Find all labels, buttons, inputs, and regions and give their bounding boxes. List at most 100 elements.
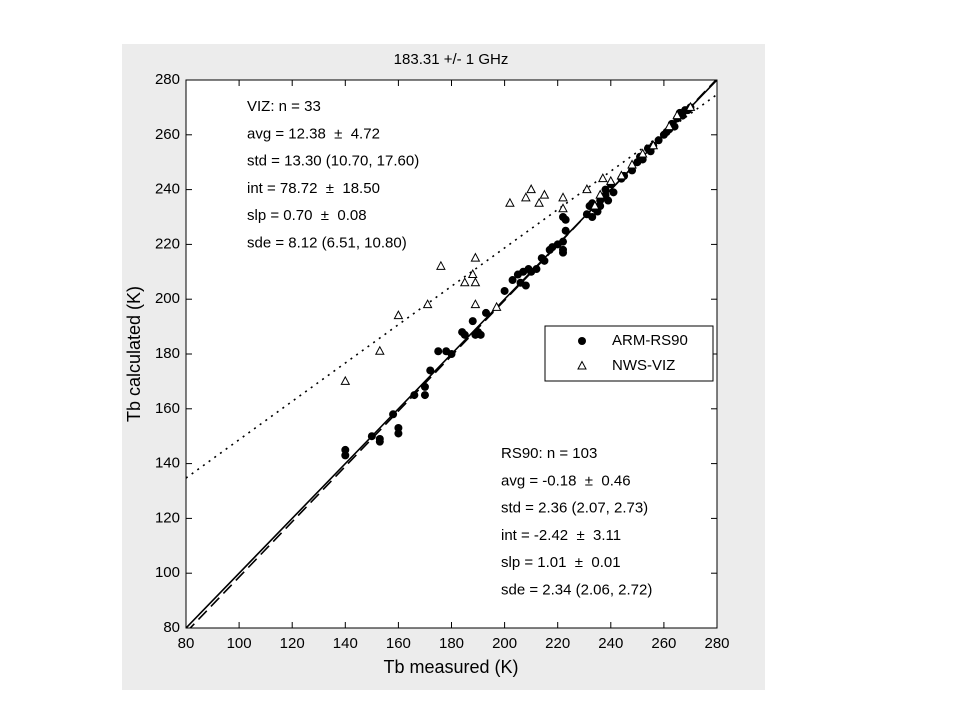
data-point [470,252,481,262]
annotation-line: sde = 8.12 (6.51, 10.80) [247,234,407,251]
data-point [460,330,469,339]
data-point [420,391,429,400]
data-point [539,189,550,199]
y-tick-label: 220 [155,235,180,252]
data-point [467,268,478,279]
y-tick-label: 280 [155,71,180,88]
chart-title: 183.31 +/- 1 GHz [394,51,509,68]
data-point [468,317,477,326]
x-tick-label: 140 [333,635,358,652]
data-point [558,192,568,202]
data-point [436,260,446,270]
x-axis-label: Tb measured (K) [383,657,518,677]
data-point [672,110,683,120]
y-tick-label: 240 [155,181,180,198]
data-point [590,200,600,210]
data-point [420,382,429,391]
data-point [389,410,398,419]
data-point [521,281,530,290]
data-point [394,423,403,432]
annotation-line: slp = 1.01 ± 0.01 [501,554,621,571]
data-point [521,192,531,202]
data-point [559,237,568,246]
y-tick-label: 160 [155,400,180,417]
data-point [508,276,517,285]
data-point [616,170,627,180]
data-point [648,140,659,150]
data-point [534,197,544,207]
data-point [685,101,696,111]
data-point [532,265,541,274]
data-point [341,451,350,460]
data-point [605,175,616,185]
x-tick-label: 200 [492,635,517,652]
y-axis-label: Tb calculated (K) [124,286,144,422]
y-tick-label: 120 [155,509,180,526]
data-point [459,277,470,287]
data-point [447,350,456,358]
data-point [627,159,637,169]
annotation-line: std = 2.36 (2.07, 2.73) [501,500,648,517]
data-point [582,184,592,194]
y-tick-label: 180 [155,345,180,362]
data-point [540,256,549,265]
data-point [601,185,610,194]
data-point [367,432,376,441]
x-tick-label: 240 [598,635,623,652]
data-point [559,213,568,221]
legend-label: NWS-VIZ [612,357,675,374]
annotation-line: avg = 12.38 ± 4.72 [247,125,380,142]
data-point [394,429,403,438]
data-point [374,345,385,355]
data-point [341,445,350,454]
annotation-line: RS90: n = 103 [501,445,597,462]
y-tick-label: 140 [155,455,180,472]
data-point [595,189,606,199]
data-point [558,203,568,213]
annotation-line: int = 78.72 ± 18.50 [247,180,380,197]
y-tick-label: 260 [155,126,180,143]
legend-label: ARM-RS90 [612,332,688,349]
x-tick-label: 280 [704,635,729,652]
data-point [470,299,481,309]
annotation-line: sde = 2.34 (2.06, 2.72) [501,581,652,598]
annotation-line: slp = 0.70 ± 0.08 [247,207,367,224]
legend-box [544,325,714,382]
x-tick-label: 160 [386,635,411,652]
annotation-line: int = -2.42 ± 3.11 [501,527,621,544]
data-point [609,188,618,197]
data-point [393,310,404,320]
x-tick-label: 120 [280,635,305,652]
x-tick-label: 100 [227,635,252,652]
x-tick-label: 180 [439,635,464,652]
data-point [637,148,648,158]
data-point [654,136,663,145]
data-point [422,299,433,309]
data-point [598,173,608,183]
data-point [664,121,675,131]
data-point [561,226,570,235]
data-point [476,330,485,339]
data-point [340,375,351,385]
x-tick-label: 220 [545,635,570,652]
legend-marker [577,360,587,370]
x-tick-label: 260 [651,635,676,652]
data-point [526,184,536,194]
y-tick-label: 200 [155,290,180,307]
legend-marker [578,337,586,345]
x-tick-label: 80 [178,635,195,652]
y-tick-label: 100 [155,564,180,581]
annotation-line: avg = -0.18 ± 0.46 [501,472,631,489]
data-point [588,213,597,221]
data-point [559,245,568,254]
y-tick-label: 80 [163,619,180,636]
data-point [434,347,443,356]
data-point [505,197,515,207]
data-point [375,437,384,446]
data-point [500,286,509,295]
annotation-line: VIZ: n = 33 [247,98,321,115]
data-point [491,301,502,311]
data-point [482,308,491,317]
